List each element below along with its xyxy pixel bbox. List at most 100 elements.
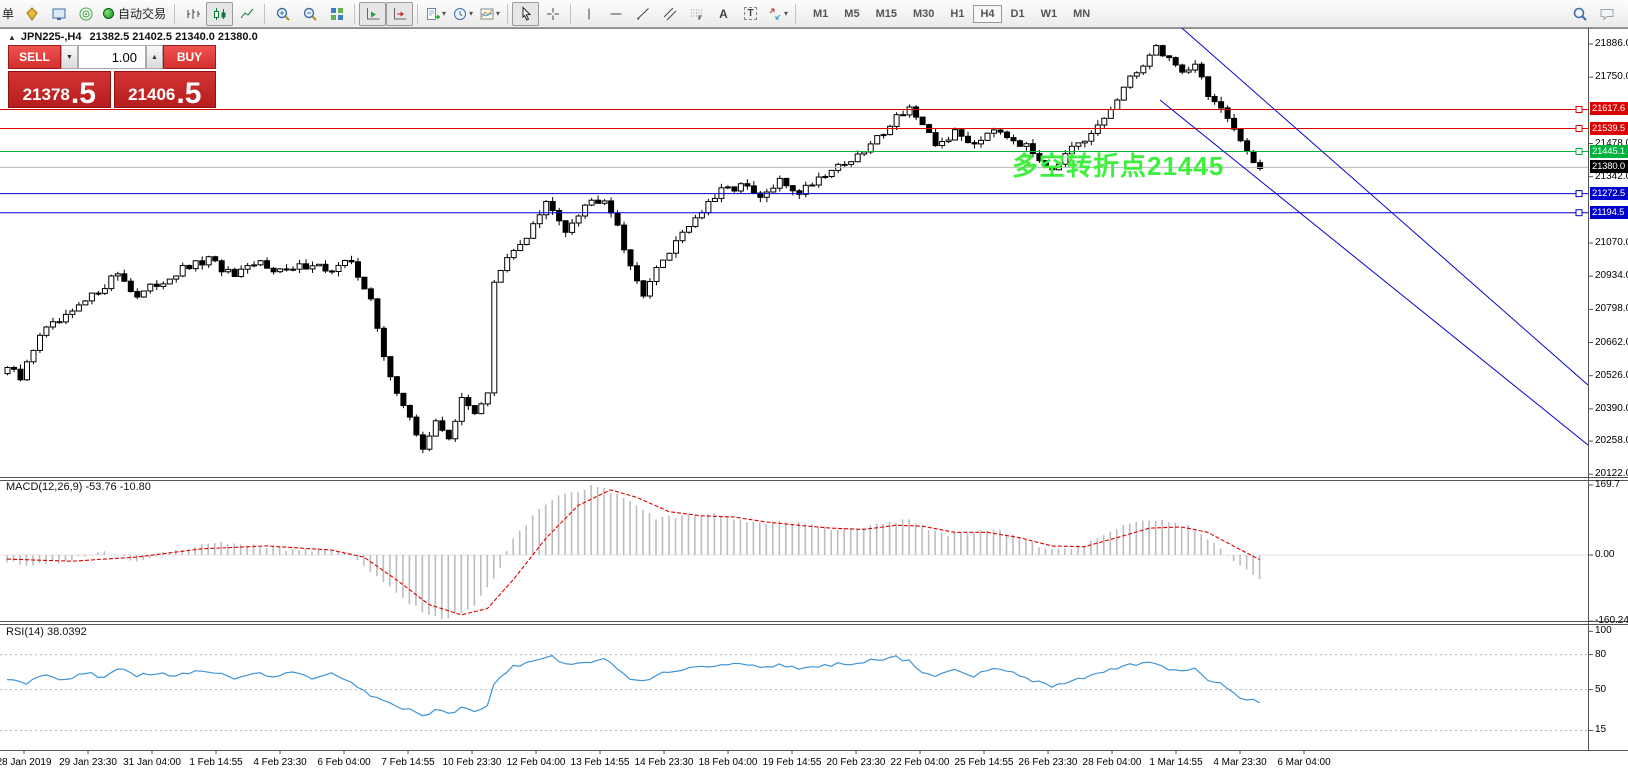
timeframe-m5-button[interactable]: M5 bbox=[844, 7, 860, 20]
volume-decrease-button[interactable] bbox=[61, 45, 78, 69]
price-tick-label: 20390.0 bbox=[1595, 402, 1628, 414]
date-tick-label: 1 Feb 14:55 bbox=[189, 757, 243, 768]
autotrading-label: 自动交易 bbox=[118, 7, 167, 21]
date-tick-label: 6 Feb 04:00 bbox=[317, 757, 371, 768]
buy-price-main: 21406 bbox=[128, 85, 176, 105]
horizontal-line-tool-button[interactable] bbox=[602, 2, 629, 26]
vertical-line-tool-button[interactable] bbox=[575, 2, 602, 26]
fibonacci-tool-button[interactable] bbox=[683, 2, 710, 26]
price-tick-label: 20934.0 bbox=[1595, 270, 1628, 282]
time-axis[interactable]: 28 Jan 2019 29 Jan 23:30 31 Jan 04:00 1 Feb… bbox=[0, 753, 1628, 775]
price-line-badge: 21194.5 bbox=[1590, 205, 1628, 219]
symbol-period: JPN225-,H4 bbox=[20, 31, 82, 43]
date-tick-label: 4 Mar 23:30 bbox=[1213, 757, 1267, 768]
bar-chart-button[interactable] bbox=[179, 2, 206, 26]
price-line-badge: 21380.0 bbox=[1590, 160, 1628, 174]
separator bbox=[417, 3, 419, 24]
date-tick-label: 20 Feb 23:30 bbox=[826, 757, 886, 768]
timeframe-m1-button[interactable]: M1 bbox=[813, 7, 829, 20]
volume-input[interactable]: 1.00 bbox=[78, 45, 146, 69]
arrows-tool-button[interactable] bbox=[764, 2, 791, 26]
date-tick-label: 6 Mar 04:00 bbox=[1277, 757, 1331, 768]
autotrading-button[interactable]: 自动交易 bbox=[99, 3, 170, 24]
price-tick-label: 20798.0 bbox=[1595, 303, 1628, 315]
price-tick-label: 20662.0 bbox=[1595, 336, 1628, 348]
rsi-scale-label: 100 bbox=[1595, 625, 1612, 637]
buy-button[interactable]: BUY bbox=[163, 45, 216, 69]
text-tool-button[interactable]: A bbox=[710, 2, 737, 26]
volume-increase-button[interactable] bbox=[146, 45, 163, 69]
sell-price-frac: .5 bbox=[70, 76, 96, 110]
timeframe-m30-button[interactable]: M30 bbox=[912, 7, 935, 20]
timeframe-m15-button[interactable]: M15 bbox=[875, 7, 897, 20]
timeframe-h4-button[interactable]: H4 bbox=[973, 4, 1002, 23]
sell-price-button[interactable]: 21378 .5 bbox=[8, 71, 111, 108]
separator bbox=[795, 3, 797, 24]
tile-windows-button[interactable] bbox=[323, 2, 350, 26]
date-tick-label: 7 Feb 14:55 bbox=[381, 757, 435, 768]
buy-price-button[interactable]: 21406 .5 bbox=[113, 71, 216, 108]
label-tool-button[interactable]: T bbox=[737, 2, 764, 26]
chart-title: JPN225-,H4 21382.5 21402.5 21340.0 21380.… bbox=[8, 31, 258, 43]
timeframe-w1-button[interactable]: W1 bbox=[1040, 7, 1058, 20]
diamond-icon bbox=[25, 6, 38, 21]
periods-button[interactable] bbox=[449, 2, 476, 26]
date-tick-label: 19 Feb 14:55 bbox=[762, 757, 822, 768]
strategy-tester-icon[interactable] bbox=[72, 2, 99, 26]
date-tick-label: 29 Jan 23:30 bbox=[59, 757, 117, 768]
price-tick-label: 21886.0 bbox=[1595, 38, 1628, 49]
rsi-scale-label: 80 bbox=[1595, 648, 1607, 660]
chart-shift-button[interactable] bbox=[386, 1, 414, 26]
profiles-icon[interactable] bbox=[18, 2, 45, 26]
chart-annotation[interactable]: 多空转折点21445 bbox=[1012, 151, 1225, 181]
channel-tool-button[interactable] bbox=[656, 2, 683, 26]
date-tick-label: 25 Feb 14:55 bbox=[954, 757, 1014, 768]
rsi-scale-label: 50 bbox=[1595, 683, 1607, 695]
templates-button[interactable] bbox=[476, 2, 503, 26]
price-line-badge: 21617.6 bbox=[1590, 102, 1628, 116]
crosshair-tool-button[interactable] bbox=[539, 2, 566, 26]
price-tick-label: 21750.0 bbox=[1595, 71, 1628, 83]
separator bbox=[570, 3, 572, 24]
separator bbox=[264, 3, 266, 24]
timeframe-d1-button[interactable]: D1 bbox=[1010, 7, 1025, 20]
price-tick-label: 20122.0 bbox=[1595, 468, 1628, 480]
date-tick-label: 10 Feb 23:30 bbox=[442, 757, 502, 768]
sell-button[interactable]: SELL bbox=[8, 45, 61, 69]
macd-label: MACD(12,26,9) -53.76 -10.80 bbox=[6, 481, 151, 493]
one-click-trading-panel: SELL 1.00 BUY 21378 .5 21406 .5 bbox=[8, 45, 216, 108]
date-tick-label: 4 Feb 23:30 bbox=[253, 757, 307, 768]
new-chart-button[interactable] bbox=[422, 2, 449, 26]
date-tick-label: 14 Feb 23:30 bbox=[634, 757, 694, 768]
toolbar-right-group bbox=[1566, 2, 1620, 26]
price-tick-label: 21478.0 bbox=[1595, 137, 1628, 149]
new-order-button[interactable]: 单 bbox=[2, 7, 15, 21]
date-tick-label: 31 Jan 04:00 bbox=[123, 757, 181, 768]
zoom-in-button[interactable] bbox=[269, 2, 296, 26]
candlestick-chart-button[interactable] bbox=[206, 1, 234, 26]
cursor-tool-button[interactable] bbox=[512, 1, 540, 26]
price-axis[interactable]: 21886.0 21750.0 21478.0 21342.0 21070.0 20934… bbox=[1590, 0, 1628, 775]
date-tick-label: 13 Feb 14:55 bbox=[570, 757, 630, 768]
date-tick-label: 22 Feb 04:00 bbox=[890, 757, 950, 768]
zoom-out-button[interactable] bbox=[296, 2, 323, 26]
timeframe-h1-button[interactable]: H1 bbox=[950, 7, 965, 20]
macd-scale-label: 169.7 bbox=[1595, 478, 1621, 490]
terminal-icon[interactable] bbox=[45, 2, 72, 26]
auto-scroll-button[interactable] bbox=[359, 1, 387, 26]
price-tick-label: 20258.0 bbox=[1595, 435, 1628, 447]
rsi-scale-label: 15 bbox=[1595, 724, 1607, 736]
price-tick-label: 20526.0 bbox=[1595, 369, 1628, 381]
label-tool-glyph: T bbox=[744, 7, 757, 20]
trendline-tool-button[interactable] bbox=[629, 2, 656, 26]
chat-button[interactable] bbox=[1593, 2, 1620, 26]
date-tick-label: 26 Feb 23:30 bbox=[1018, 757, 1078, 768]
price-line-badge: 21539.5 bbox=[1590, 121, 1628, 135]
timeframe-mn-button[interactable]: MN bbox=[1073, 7, 1091, 20]
collapse-icon[interactable] bbox=[8, 31, 21, 43]
date-tick-label: 28 Feb 04:00 bbox=[1082, 757, 1142, 768]
line-chart-button[interactable] bbox=[233, 2, 260, 26]
macd-scale-label: -160.24 bbox=[1595, 615, 1628, 627]
search-button[interactable] bbox=[1566, 2, 1593, 26]
